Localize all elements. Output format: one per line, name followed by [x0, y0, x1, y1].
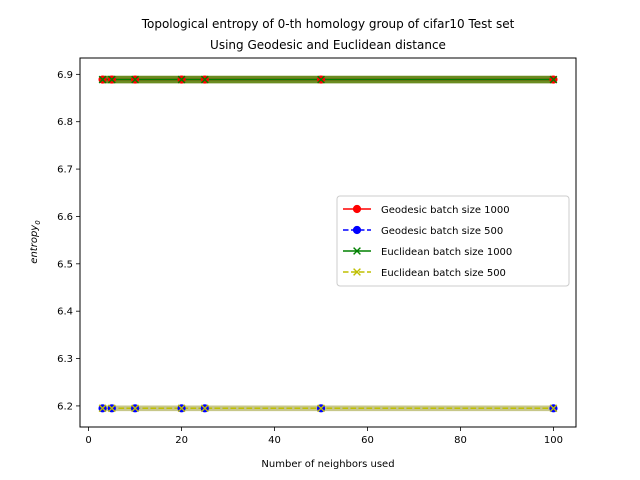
series-3-point-5 [317, 404, 325, 413]
series-3-point-5-stroke-b [317, 404, 325, 413]
series-3-point-3 [177, 404, 186, 413]
x-tick-label-1: 20 [175, 435, 188, 446]
series-3-point-6-stroke-b [549, 404, 558, 413]
y-axis-label: entropy0 [29, 220, 42, 264]
legend-marker-2 [353, 247, 361, 255]
y-tick-label-1: 6.3 [57, 354, 73, 365]
legend-marker-1 [352, 225, 362, 235]
x-axis-label: Number of neighbors used [261, 459, 394, 470]
y-tick-label-0: 6.2 [57, 401, 73, 412]
series-3-point-2-stroke-b [131, 404, 139, 413]
legend-entry-3: Euclidean batch size 500 [343, 268, 506, 279]
series-2-point-6 [549, 75, 558, 84]
series-3-point-4-stroke-b [200, 404, 209, 413]
legend-label-1: Geodesic batch size 500 [381, 226, 503, 237]
series-2-point-0 [98, 75, 107, 84]
plot-area-frame [79, 57, 577, 428]
series-2-point-6-stroke-b [549, 75, 558, 84]
legend-label-0: Geodesic batch size 1000 [381, 205, 510, 216]
series-2-point-3-stroke-b [177, 75, 186, 84]
series-3-point-4 [200, 404, 209, 413]
legend-marker-3 [353, 268, 361, 276]
chart-title-line-2: Using Geodesic and Euclidean distance [210, 38, 446, 52]
y-tick-label-5: 6.7 [57, 165, 73, 176]
series-2-point-2-stroke-b [131, 75, 139, 84]
y-tick-label-7: 6.9 [57, 70, 73, 81]
series-3-point-1-stroke-b [107, 404, 116, 413]
legend-label-3: Euclidean batch size 500 [381, 268, 506, 279]
legend-entry-0: Geodesic batch size 1000 [343, 204, 510, 216]
legend-frame [336, 195, 570, 287]
x-tick-label-3: 60 [361, 435, 374, 446]
x-tick-label-0: 0 [85, 435, 91, 446]
chart-title-line-1: Topological entropy of 0-th homology gro… [141, 17, 515, 31]
legend-marker-0 [352, 204, 362, 214]
series-3-point-1 [107, 404, 116, 413]
legend: Geodesic batch size 1000 Geodesic batch s… [336, 195, 570, 287]
x-tick-label-5: 100 [544, 435, 563, 446]
series-2-point-1-stroke-b [107, 75, 116, 84]
legend-entry-1: Geodesic batch size 500 [343, 225, 503, 237]
x-axis-ticks: 0 20 40 60 80 100 [85, 427, 563, 446]
y-tick-label-3: 6.5 [57, 259, 73, 270]
x-tick-label-4: 80 [454, 435, 467, 446]
series-2-point-4-stroke-b [200, 75, 209, 84]
series-2-point-4 [200, 75, 209, 84]
series-3-point-3-stroke-b [177, 404, 186, 413]
legend-entry-2: Euclidean batch size 1000 [343, 247, 512, 258]
series-2-point-5-stroke-b [317, 75, 325, 84]
series-2-point-1 [107, 75, 116, 84]
series-2-point-5 [317, 75, 325, 84]
series-3-point-0-stroke-b [98, 404, 107, 413]
y-axis-ticks: 6.2 6.3 6.4 6.5 6.6 6.7 6.8 6.9 [57, 70, 80, 412]
series-3-point-6 [549, 404, 558, 413]
series-3-point-0 [98, 404, 107, 413]
legend-label-2: Euclidean batch size 1000 [381, 247, 512, 258]
series-2-point-0-stroke-b [98, 75, 107, 84]
y-tick-label-6: 6.8 [57, 117, 73, 128]
y-axis-label-subscript: 0 [34, 220, 42, 225]
y-tick-label-2: 6.4 [57, 307, 73, 318]
series-2-point-3 [177, 75, 186, 84]
y-tick-label-4: 6.6 [57, 212, 73, 223]
legend-marker-2-stroke-b [353, 247, 361, 255]
series-3-point-2 [131, 404, 139, 413]
y-axis-label-base: entropy [29, 224, 40, 264]
series-2-point-2 [131, 75, 139, 84]
x-tick-label-2: 40 [268, 435, 281, 446]
series-markers [98, 75, 558, 413]
legend-marker-3-stroke-b [353, 268, 361, 276]
